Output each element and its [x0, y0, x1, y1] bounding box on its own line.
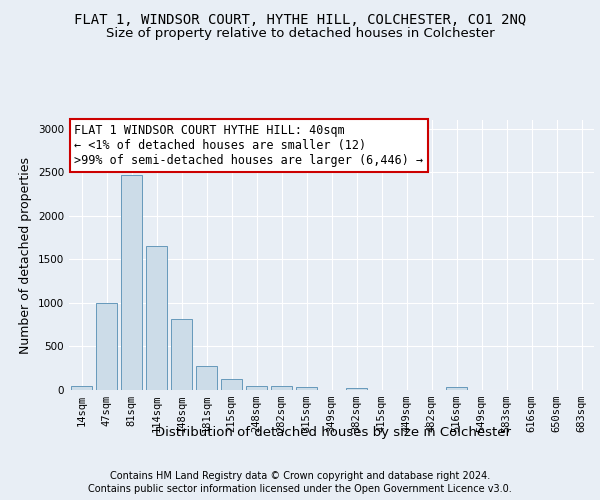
Bar [171, 318, 192, 390]
Bar [121, 175, 142, 390]
Bar [446, 388, 467, 390]
Bar [296, 387, 317, 390]
Bar [146, 246, 167, 390]
Text: Contains public sector information licensed under the Open Government Licence v3: Contains public sector information licen… [88, 484, 512, 494]
Text: Contains HM Land Registry data © Crown copyright and database right 2024.: Contains HM Land Registry data © Crown c… [110, 471, 490, 481]
Bar [346, 388, 367, 390]
Bar [71, 386, 92, 390]
Bar [221, 378, 242, 390]
Text: FLAT 1 WINDSOR COURT HYTHE HILL: 40sqm
← <1% of detached houses are smaller (12): FLAT 1 WINDSOR COURT HYTHE HILL: 40sqm ←… [74, 124, 424, 167]
Bar [196, 366, 217, 390]
Bar [96, 303, 117, 390]
Bar [246, 386, 267, 390]
Bar [271, 386, 292, 390]
Text: Distribution of detached houses by size in Colchester: Distribution of detached houses by size … [155, 426, 511, 439]
Text: Size of property relative to detached houses in Colchester: Size of property relative to detached ho… [106, 28, 494, 40]
Y-axis label: Number of detached properties: Number of detached properties [19, 156, 32, 354]
Text: FLAT 1, WINDSOR COURT, HYTHE HILL, COLCHESTER, CO1 2NQ: FLAT 1, WINDSOR COURT, HYTHE HILL, COLCH… [74, 12, 526, 26]
